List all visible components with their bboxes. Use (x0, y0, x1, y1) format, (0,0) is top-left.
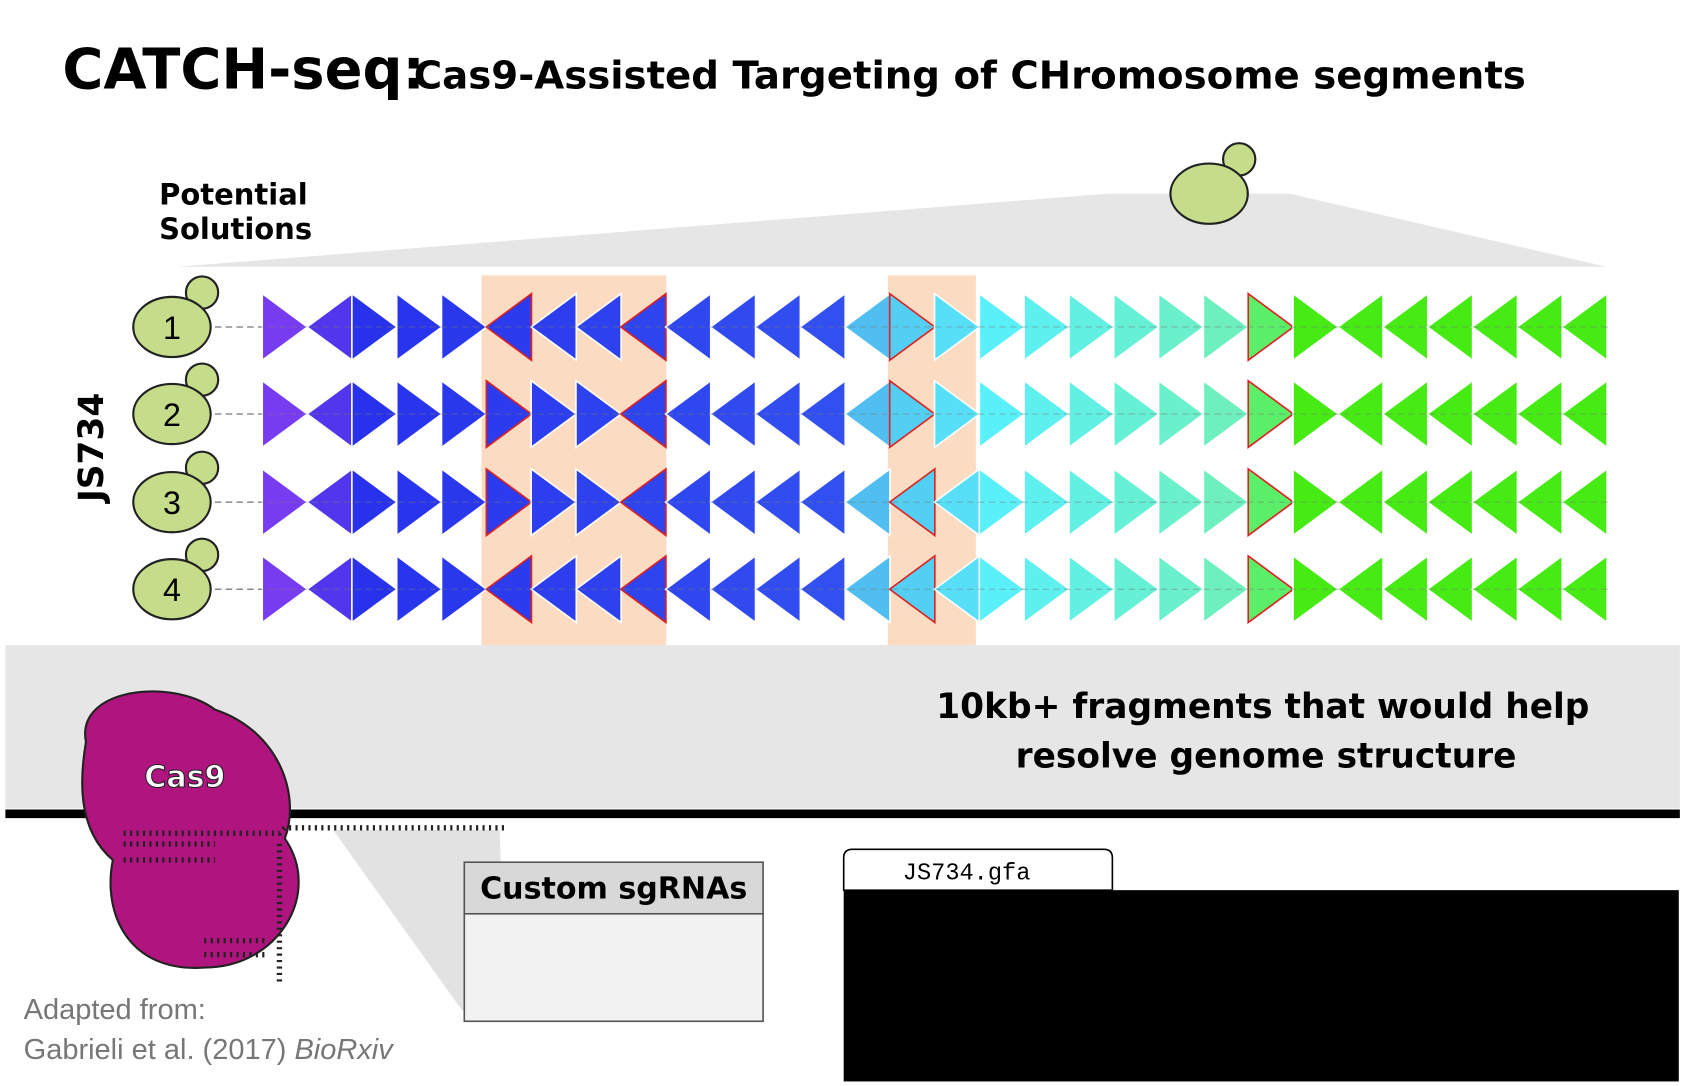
strain-label: JS734 (72, 393, 112, 504)
segments (214, 292, 1613, 625)
terminal (843, 890, 1679, 1082)
yeast-label: 4 (163, 572, 181, 608)
attribution-journal: BioRxiv (294, 1034, 394, 1066)
solutions-label: Potential (159, 177, 308, 211)
segment (351, 554, 399, 625)
segment (888, 292, 937, 362)
segment (1112, 554, 1161, 625)
segment (351, 467, 399, 538)
yeast-label: 1 (163, 310, 181, 346)
segment (1157, 379, 1206, 449)
attribution: Adapted from: (24, 994, 206, 1026)
yeast-label: 2 (163, 397, 181, 433)
yeast-label: 3 (163, 485, 181, 521)
segment (1157, 292, 1206, 362)
file-tab (842, 848, 1114, 891)
fragments-text: 10kb+ fragments that would help (936, 687, 1589, 727)
segment (1157, 467, 1206, 538)
yeast-cell (132, 295, 212, 359)
segment (1157, 554, 1206, 625)
attribution: Gabrieli et al. (2017) BioRxiv (24, 1034, 395, 1066)
file-name: JS734.gfa (903, 860, 1031, 887)
zoom-wedge (177, 193, 1607, 267)
segment (1112, 467, 1161, 538)
sgrna-box-header (463, 861, 764, 915)
segment (1112, 292, 1161, 362)
cas9-label: Cas9 (144, 760, 225, 795)
yeast-cell (132, 470, 212, 534)
segment (888, 379, 937, 449)
sgrna-strand (123, 825, 506, 984)
title-subtitle: Cas9-Assisted Targeting of CHromosome se… (414, 53, 1526, 98)
annotations: 1 2 3 4 (132, 142, 1257, 621)
yeast-cell (132, 382, 212, 446)
yeast-cell (132, 558, 212, 621)
cas9-protein (81, 690, 300, 969)
yeast-cell (1169, 162, 1249, 225)
sgrna-box-title: Custom sgRNAs (480, 872, 747, 907)
sgrna-box (463, 912, 764, 1023)
fragments-text: resolve genome structure (1016, 737, 1517, 777)
segment (351, 379, 399, 449)
attribution-text: Gabrieli et al. (2017) (24, 1034, 287, 1066)
segment (351, 292, 399, 362)
zoom-wedge (333, 829, 506, 1011)
solutions-label: Solutions (159, 212, 312, 246)
segment (1112, 379, 1161, 449)
title-name: CATCH-seq: (62, 37, 424, 102)
